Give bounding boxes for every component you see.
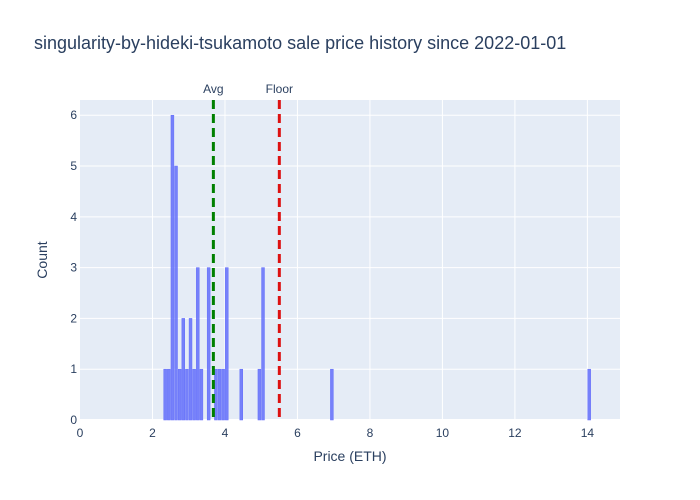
histogram-bar[interactable] bbox=[587, 368, 591, 421]
x-tick-label: 6 bbox=[294, 426, 301, 440]
histogram-bar[interactable] bbox=[181, 318, 185, 421]
x-tick-label: 0 bbox=[77, 426, 84, 440]
x-axis-title: Price (ETH) bbox=[313, 448, 386, 464]
histogram-bar[interactable] bbox=[257, 368, 262, 421]
y-tick-label: 5 bbox=[70, 159, 77, 173]
chart-title: singularity-by-hideki-tsukamoto sale pri… bbox=[34, 33, 567, 53]
reference-line-label: Avg bbox=[203, 82, 223, 96]
histogram-bars bbox=[163, 114, 591, 421]
x-tick-label: 10 bbox=[436, 426, 450, 440]
x-tick-label: 8 bbox=[367, 426, 374, 440]
histogram-bar[interactable] bbox=[206, 267, 211, 421]
histogram-bar[interactable] bbox=[239, 368, 243, 421]
histogram-bar[interactable] bbox=[170, 114, 175, 421]
plot-background bbox=[80, 100, 620, 420]
histogram-bar[interactable] bbox=[225, 267, 229, 421]
histogram-bar[interactable] bbox=[221, 368, 225, 421]
histogram-bar[interactable] bbox=[167, 368, 171, 421]
x-tick-labels: 0 2 4 6 8 10 12 14 bbox=[77, 426, 595, 440]
x-tick-label: 4 bbox=[222, 426, 229, 440]
x-tick-label: 12 bbox=[508, 426, 522, 440]
histogram-bar[interactable] bbox=[199, 368, 204, 421]
y-tick-label: 4 bbox=[70, 210, 77, 224]
y-tick-label: 3 bbox=[70, 261, 77, 275]
x-tick-label: 14 bbox=[581, 426, 595, 440]
reference-lines: Avg Floor bbox=[203, 82, 293, 420]
y-tick-labels: 0 1 2 3 4 5 6 bbox=[70, 108, 77, 427]
y-tick-label: 6 bbox=[70, 108, 77, 122]
histogram-bar[interactable] bbox=[163, 368, 167, 421]
histogram-bar[interactable] bbox=[185, 368, 189, 421]
histogram-bar[interactable] bbox=[188, 318, 193, 421]
y-tick-label: 0 bbox=[70, 413, 77, 427]
reference-line-label: Floor bbox=[266, 82, 293, 96]
histogram-bar[interactable] bbox=[177, 368, 182, 421]
y-axis-title: Count bbox=[34, 241, 50, 278]
histogram-bar[interactable] bbox=[217, 368, 222, 421]
histogram-bar[interactable] bbox=[174, 165, 178, 421]
histogram-bar[interactable] bbox=[214, 368, 218, 421]
histogram-bar[interactable] bbox=[261, 267, 265, 421]
histogram-bar[interactable] bbox=[192, 368, 196, 421]
y-tick-label: 2 bbox=[70, 311, 77, 325]
histogram-bar[interactable] bbox=[196, 267, 200, 421]
histogram-bar[interactable] bbox=[330, 368, 334, 421]
y-tick-label: 1 bbox=[70, 362, 77, 376]
x-tick-label: 2 bbox=[149, 426, 156, 440]
